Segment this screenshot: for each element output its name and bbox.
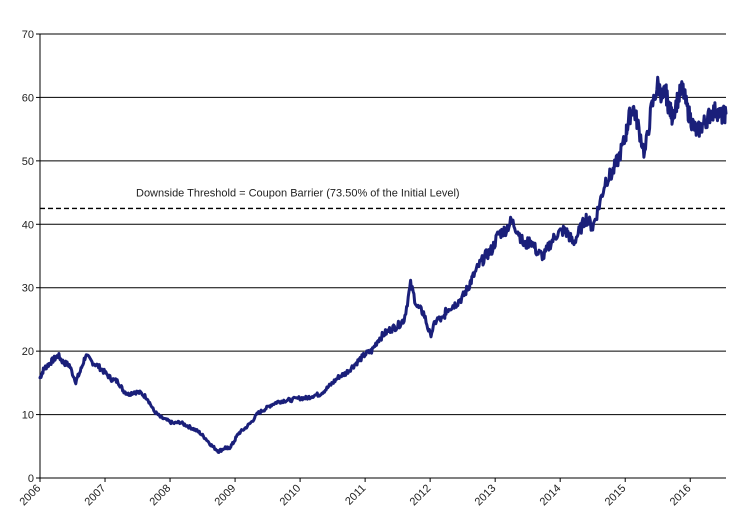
x-tick-label-2007: 2007	[83, 482, 109, 508]
coupon-barrier-label: Downside Threshold = Coupon Barrier (73.…	[136, 187, 460, 199]
price-series-line	[38, 75, 728, 454]
x-tick-label-2016: 2016	[668, 482, 694, 508]
y-tick-label-0: 0	[28, 473, 34, 485]
x-tick-label-2006: 2006	[17, 482, 43, 508]
x-tick-label-2013: 2013	[473, 482, 499, 508]
x-tick-label-2011: 2011	[343, 482, 368, 507]
series-layer	[38, 75, 728, 454]
y-tick-label-20: 20	[22, 346, 34, 358]
x-tick-label-2014: 2014	[538, 482, 564, 508]
y-tick-label-60: 60	[22, 92, 34, 104]
axes	[36, 33, 726, 482]
x-tick-label-2012: 2012	[408, 482, 434, 508]
y-tick-label-10: 10	[22, 410, 34, 422]
grid-lines	[40, 33, 726, 416]
y-tick-label-70: 70	[22, 29, 34, 41]
x-tick-label-2010: 2010	[278, 482, 304, 508]
reference-lines: Downside Threshold = Coupon Barrier (73.…	[40, 187, 726, 210]
y-tick-label-40: 40	[22, 219, 34, 231]
x-tick-label-2015: 2015	[603, 482, 629, 508]
x-tick-label-2009: 2009	[213, 482, 239, 508]
x-tick-label-2008: 2008	[148, 482, 174, 508]
y-tick-label-50: 50	[22, 156, 34, 168]
y-tick-label-30: 30	[22, 283, 34, 295]
tick-labels: 0 10 20 30 40 50 60 70 2006 2007 2008 2009 2010 2011 2…	[17, 29, 693, 508]
